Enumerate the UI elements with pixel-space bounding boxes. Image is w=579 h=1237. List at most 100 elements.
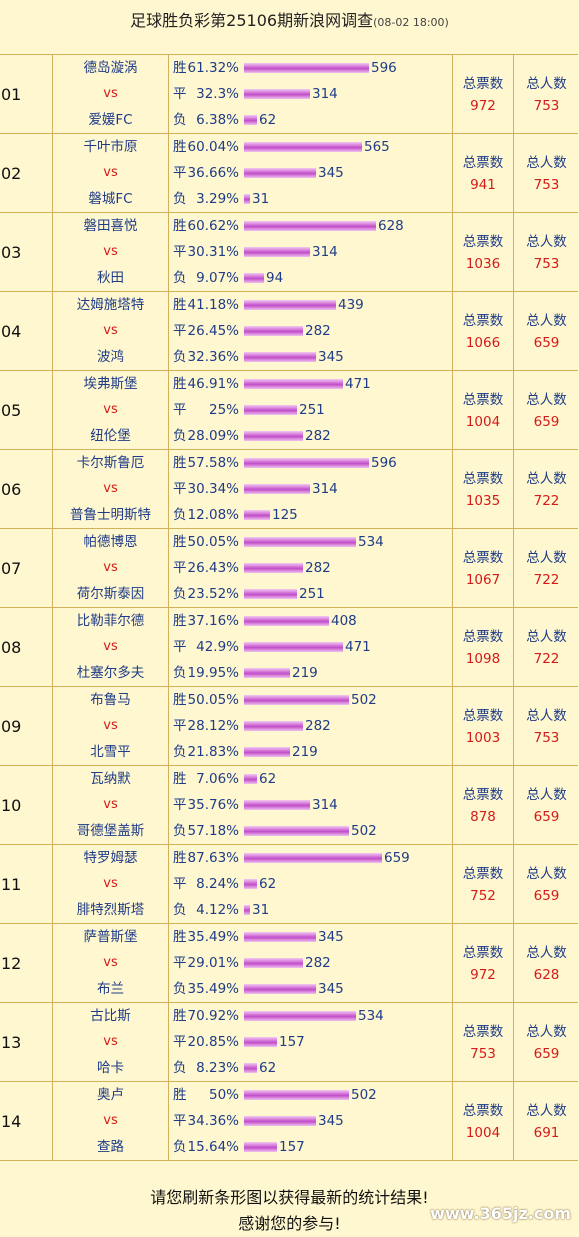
odds-cell: 胜 60.04% 565 平 36.66% 345 负 3.29% 31 [168, 134, 452, 212]
total-tickets-value: 753 [470, 1046, 496, 1062]
match-number: 10 [1, 795, 22, 815]
draw-count: 62 [259, 876, 277, 892]
lose-label: 负 [173, 902, 187, 918]
win-percent: 35.49% [187, 929, 239, 945]
vs-label: vs [103, 86, 118, 101]
draw-label: 平 [173, 560, 187, 576]
odds-cell: 胜 61.32% 596 平 32.3% 314 负 6.38% 62 [168, 55, 452, 133]
win-bar [244, 142, 362, 152]
away-team: 普鲁士明斯特 [70, 507, 151, 523]
draw-bar [244, 484, 310, 494]
draw-percent: 42.9% [196, 639, 239, 655]
total-people-value: 691 [533, 1125, 560, 1141]
total-tickets-value: 1067 [465, 572, 501, 588]
draw-count: 345 [318, 1113, 344, 1129]
win-percent: 41.18% [187, 297, 239, 313]
draw-bar [244, 800, 310, 810]
refresh-message: 请您刷新条形图以获得最新的统计结果! [150, 1188, 429, 1207]
home-team: 瓦纳默 [90, 771, 131, 787]
win-label: 胜 [173, 139, 187, 155]
draw-line: 平 30.31% 314 [169, 239, 452, 265]
draw-label: 平 [173, 481, 187, 497]
lose-bar [244, 431, 303, 441]
win-label: 胜 [173, 60, 187, 76]
lose-line: 负 15.64% 157 [169, 1134, 452, 1160]
win-percent: 70.92% [187, 1008, 239, 1024]
odds-cell: 胜 50.05% 502 平 28.12% 282 负 21.83% 219 [168, 687, 452, 765]
total-people-value: 753 [533, 730, 560, 746]
draw-count: 282 [305, 560, 331, 576]
win-bar [244, 774, 257, 784]
draw-label: 平 [173, 323, 187, 339]
lose-count: 125 [272, 507, 298, 523]
total-tickets-label: 总票数 [462, 392, 504, 408]
total-people-value: 659 [533, 809, 560, 825]
win-bar [244, 379, 343, 389]
win-percent: 61.32% [187, 60, 239, 76]
draw-line: 平 28.12% 282 [169, 713, 452, 739]
vs-label: vs [103, 876, 118, 891]
win-label: 胜 [173, 1087, 187, 1103]
total-people-cell: 总人数 722 [513, 608, 579, 686]
total-people-label: 总人数 [526, 313, 567, 329]
win-count: 439 [338, 297, 364, 313]
lose-label: 负 [173, 586, 187, 602]
total-people-cell: 总人数 722 [513, 529, 579, 607]
lose-count: 219 [292, 744, 318, 760]
total-people-cell: 总人数 628 [513, 924, 579, 1002]
home-team: 萨普斯堡 [83, 929, 138, 945]
odds-cell: 胜 87.63% 659 平 8.24% 62 负 4.12% 31 [168, 845, 452, 923]
lose-percent: 15.64% [187, 1139, 239, 1155]
lose-label: 负 [173, 1060, 187, 1076]
odds-cell: 胜 46.91% 471 平 25% 251 负 28.09% 282 [168, 371, 452, 449]
lose-line: 负 23.52% 251 [169, 581, 452, 607]
win-bar [244, 853, 382, 863]
lose-label: 负 [173, 823, 187, 839]
lose-bar [244, 589, 297, 599]
lose-label: 负 [173, 665, 187, 681]
lose-percent: 19.95% [187, 665, 239, 681]
total-tickets-cell: 总票数 753 [452, 1003, 513, 1081]
match-number: 09 [1, 716, 22, 736]
timestamp: (08-02 18:00) [373, 16, 449, 29]
draw-percent: 30.31% [187, 244, 239, 260]
win-count: 565 [364, 139, 390, 155]
draw-label: 平 [173, 1113, 187, 1129]
draw-label: 平 [173, 639, 187, 655]
home-team: 卡尔斯鲁厄 [76, 455, 145, 471]
away-team: 波鸿 [97, 349, 124, 365]
lose-bar [244, 668, 290, 678]
total-people-value: 753 [533, 177, 560, 193]
draw-label: 平 [173, 165, 187, 181]
table-row: 01 德岛漩涡 vs 爱媛FC 胜 61.32% 596 平 32.3% 314 [0, 55, 579, 134]
win-percent: 87.63% [187, 850, 239, 866]
draw-percent: 32.3% [196, 86, 239, 102]
total-people-label: 总人数 [526, 471, 567, 487]
table-row: 07 帕德博恩 vs 荷尔斯泰因 胜 50.05% 534 平 26.43% 2… [0, 529, 579, 608]
draw-percent: 35.76% [187, 797, 239, 813]
away-team: 腓特烈斯塔 [76, 902, 145, 918]
lose-label: 负 [173, 270, 187, 286]
vs-label: vs [103, 165, 118, 180]
title-text: 足球胜负彩第25106期新浪网调查 [130, 11, 374, 30]
total-tickets-value: 972 [470, 98, 496, 114]
page-title: 足球胜负彩第25106期新浪网调查(08-02 18:00) [0, 0, 579, 42]
vs-label: vs [103, 639, 118, 654]
draw-count: 251 [299, 402, 325, 418]
teams-cell: 比勒菲尔德 vs 杜塞尔多夫 [52, 608, 168, 686]
lose-count: 219 [292, 665, 318, 681]
total-people-label: 总人数 [526, 392, 567, 408]
lose-line: 负 12.08% 125 [169, 502, 452, 528]
total-tickets-value: 1004 [465, 414, 501, 430]
table-row: 02 千叶市原 vs 磐城FC 胜 60.04% 565 平 36.66% 34… [0, 134, 579, 213]
total-people-value: 659 [533, 414, 560, 430]
win-label: 胜 [173, 218, 187, 234]
lose-count: 345 [318, 349, 344, 365]
lose-percent: 35.49% [187, 981, 239, 997]
draw-label: 平 [173, 718, 187, 734]
lose-bar [244, 352, 316, 362]
win-line: 胜 7.06% 62 [169, 766, 452, 792]
vs-label: vs [103, 402, 118, 417]
draw-percent: 30.34% [187, 481, 239, 497]
win-label: 胜 [173, 297, 187, 313]
